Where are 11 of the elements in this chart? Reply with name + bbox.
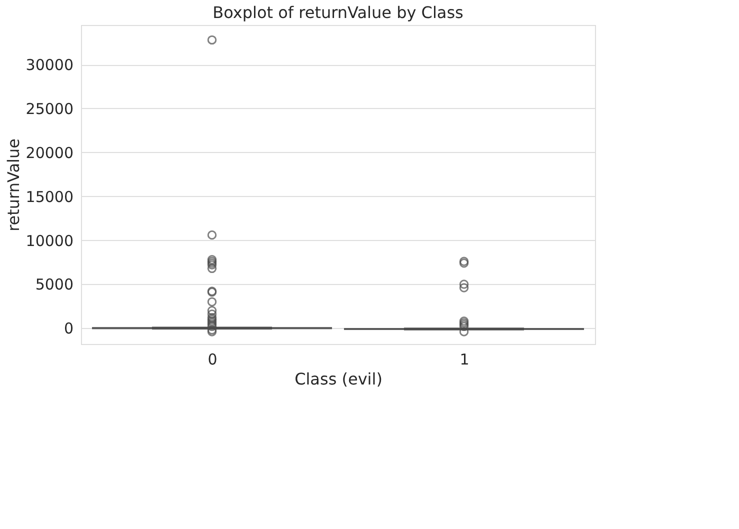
y-tick-label: 15000 [26, 188, 74, 206]
y-tick-label: 5000 [35, 276, 74, 294]
x-axis-title: Class (evil) [294, 370, 382, 388]
chart-title: Boxplot of returnValue by Class [212, 3, 464, 22]
x-tick-label: 1 [460, 350, 470, 368]
y-tick-label: 10000 [26, 232, 74, 250]
y-tick-label: 20000 [26, 144, 74, 162]
y-tick-label: 30000 [26, 56, 74, 74]
y-axis-title: returnValue [4, 138, 23, 232]
y-tick-label: 25000 [26, 100, 74, 118]
y-tick-label: 0 [64, 320, 74, 338]
